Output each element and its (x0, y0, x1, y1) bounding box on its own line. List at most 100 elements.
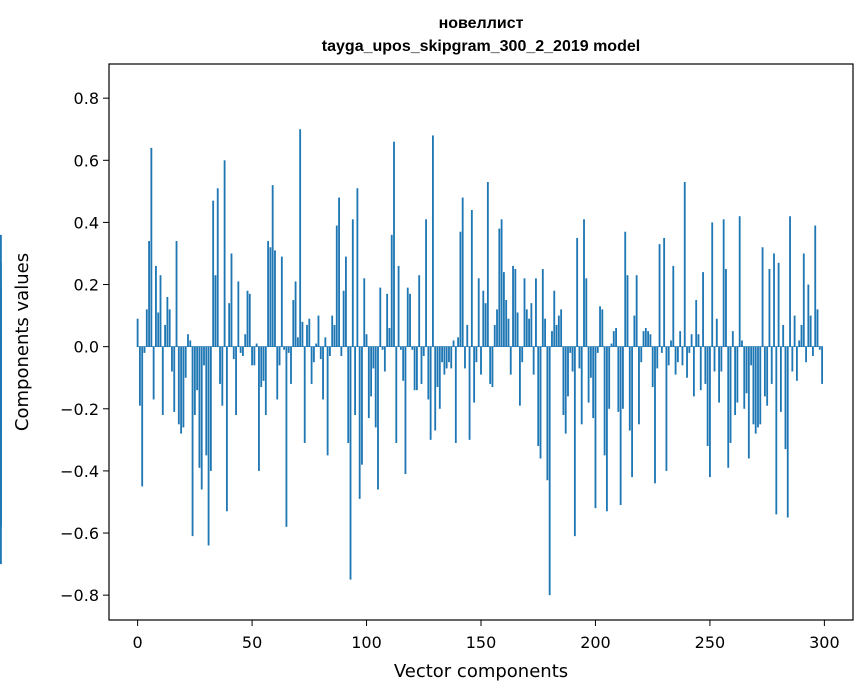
bar (269, 247, 272, 347)
bar (354, 346, 357, 415)
bar (741, 340, 743, 347)
y-tick-label: −0.2 (60, 400, 99, 419)
bar (628, 346, 631, 431)
bar (445, 346, 448, 369)
bar (505, 300, 508, 347)
bar (386, 293, 389, 347)
bar (519, 346, 521, 406)
bar (770, 346, 773, 384)
x-tick-label: 50 (242, 633, 262, 652)
bar (196, 346, 199, 391)
bar (390, 234, 393, 347)
bar (718, 346, 720, 403)
x-tick-label: 0 (133, 633, 143, 652)
bar (544, 318, 547, 347)
bar (521, 346, 524, 363)
bar (443, 346, 446, 375)
bar (173, 346, 176, 412)
bar (789, 216, 791, 347)
bar (496, 309, 498, 347)
bar (587, 346, 590, 403)
bar (258, 346, 260, 471)
bar (562, 346, 565, 415)
bar (301, 321, 304, 347)
bar (429, 346, 432, 440)
bar (491, 346, 494, 388)
bar (754, 346, 757, 434)
bar (670, 340, 672, 347)
bar (193, 346, 196, 415)
bar (260, 346, 263, 388)
bar (615, 328, 617, 347)
bar (725, 269, 727, 347)
y-tick-label: −0.8 (60, 586, 99, 605)
bar (686, 346, 688, 378)
bar (791, 346, 794, 372)
bar (409, 293, 411, 347)
bar (441, 346, 443, 363)
bar (676, 346, 679, 363)
bar (356, 188, 359, 347)
bar (180, 346, 183, 434)
bar (214, 275, 217, 347)
bar (486, 182, 489, 347)
bar (672, 265, 675, 347)
bar (576, 237, 579, 347)
bar (351, 219, 354, 347)
y-axis-label: Components values (12, 253, 33, 431)
bar (338, 197, 340, 347)
bar (553, 290, 556, 347)
bar (161, 346, 164, 415)
bar (159, 275, 162, 347)
bar (573, 346, 576, 537)
bar (322, 346, 324, 400)
bar (674, 346, 677, 375)
y-tick-label: 0.2 (74, 276, 99, 295)
bar (223, 160, 226, 347)
bar (535, 278, 537, 347)
bar (798, 340, 801, 347)
bar (475, 346, 478, 363)
bar (191, 346, 194, 537)
bar (395, 346, 398, 443)
bar (612, 331, 615, 347)
bar (317, 315, 320, 347)
bar (644, 328, 647, 347)
bar (560, 309, 563, 347)
bar (633, 315, 636, 347)
bar (425, 219, 427, 347)
bar (235, 346, 237, 415)
bar (225, 346, 228, 512)
y-tick-label: 0.8 (74, 89, 99, 108)
bar (292, 300, 295, 347)
x-tick-label: 150 (466, 633, 497, 652)
bar (477, 278, 480, 347)
bar (516, 312, 519, 347)
bar (580, 346, 583, 425)
bar (722, 219, 725, 347)
x-tick-label: 200 (580, 633, 611, 652)
bar (308, 318, 311, 347)
bar (592, 346, 595, 419)
chart-title: новеллист (439, 15, 524, 32)
bar (571, 346, 574, 372)
bar (805, 346, 807, 363)
bar (816, 309, 819, 347)
bars-group (0, 129, 824, 596)
bar (166, 296, 169, 347)
bar (381, 346, 384, 350)
bar (642, 331, 645, 347)
bar (452, 340, 455, 347)
bar (230, 253, 233, 347)
bar (399, 346, 402, 350)
bar (242, 346, 244, 356)
bar (489, 346, 492, 384)
bar (136, 318, 139, 347)
bar (599, 306, 601, 347)
x-tick-label: 100 (351, 633, 382, 652)
bar (255, 343, 258, 347)
y-tick-label: 0.6 (74, 151, 99, 170)
bar (253, 346, 256, 366)
bar (143, 346, 146, 353)
bar (294, 281, 297, 347)
